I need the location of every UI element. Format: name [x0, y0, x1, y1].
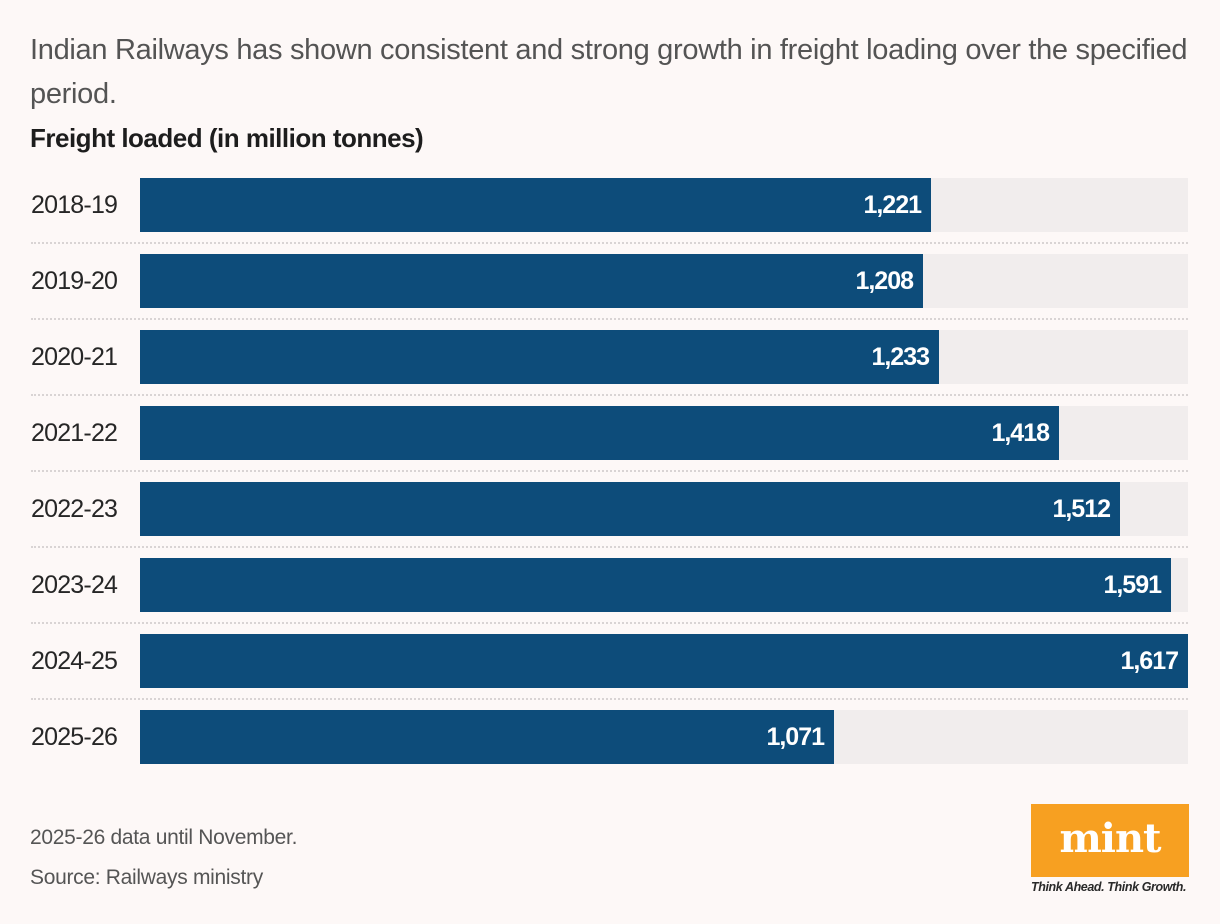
- bar: 1,221: [140, 178, 931, 232]
- category-label: 2022-23: [31, 495, 118, 523]
- bar-value-label: 1,221: [863, 191, 922, 219]
- bar: 1,591: [140, 558, 1171, 612]
- bar-value-label: 1,233: [871, 343, 930, 371]
- category-label: 2023-24: [31, 571, 118, 599]
- bar-track: 1,617: [140, 634, 1188, 688]
- bar: 1,071: [140, 710, 834, 764]
- category-label: 2018-19: [31, 191, 118, 219]
- row-separator: [31, 394, 1188, 396]
- bar-value-label: 1,617: [1120, 647, 1179, 675]
- bar-value-label: 1,071: [766, 723, 825, 751]
- bar-track: 1,591: [140, 558, 1188, 612]
- row-separator: [31, 470, 1188, 472]
- mint-logo: mint: [1031, 804, 1189, 877]
- category-label: 2019-20: [31, 267, 118, 295]
- bar-track: 1,071: [140, 710, 1188, 764]
- bar-value-label: 1,591: [1103, 571, 1162, 599]
- bar: 1,512: [140, 482, 1120, 536]
- bar-value-label: 1,418: [991, 419, 1050, 447]
- chart-title: Freight loaded (in million tonnes): [30, 123, 424, 153]
- chart-subtitle: Indian Railways has shown consistent and…: [30, 34, 1188, 110]
- logo-tagline: Think Ahead. Think Growth.: [1031, 880, 1187, 894]
- row-separator: [31, 242, 1188, 244]
- row-separator: [31, 622, 1188, 624]
- footnote: 2025-26 data until November.: [30, 826, 298, 849]
- bar-track: 1,208: [140, 254, 1188, 308]
- category-label: 2020-21: [31, 343, 118, 371]
- row-separator: [31, 318, 1188, 320]
- bar-value-label: 1,512: [1052, 495, 1111, 523]
- bar: 1,233: [140, 330, 939, 384]
- row-separator: [31, 546, 1188, 548]
- source-note: Source: Railways ministry: [30, 866, 263, 889]
- category-label: 2025-26: [31, 723, 118, 751]
- bar-value-label: 1,208: [855, 267, 914, 295]
- bar-track: 1,512: [140, 482, 1188, 536]
- category-label: 2021-22: [31, 419, 118, 447]
- bar: 1,208: [140, 254, 923, 308]
- bar: 1,617: [140, 634, 1188, 688]
- bar-chart: 2018-19 1,221 2019-20 1,208 2020-21 1,233 2021…: [31, 178, 1188, 764]
- bar-track: 1,221: [140, 178, 1188, 232]
- bar-track: 1,233: [140, 330, 1188, 384]
- logo-text: mint: [1059, 814, 1161, 862]
- bar-track: 1,418: [140, 406, 1188, 460]
- row-separator: [31, 698, 1188, 700]
- category-label: 2024-25: [31, 647, 118, 675]
- bar: 1,418: [140, 406, 1059, 460]
